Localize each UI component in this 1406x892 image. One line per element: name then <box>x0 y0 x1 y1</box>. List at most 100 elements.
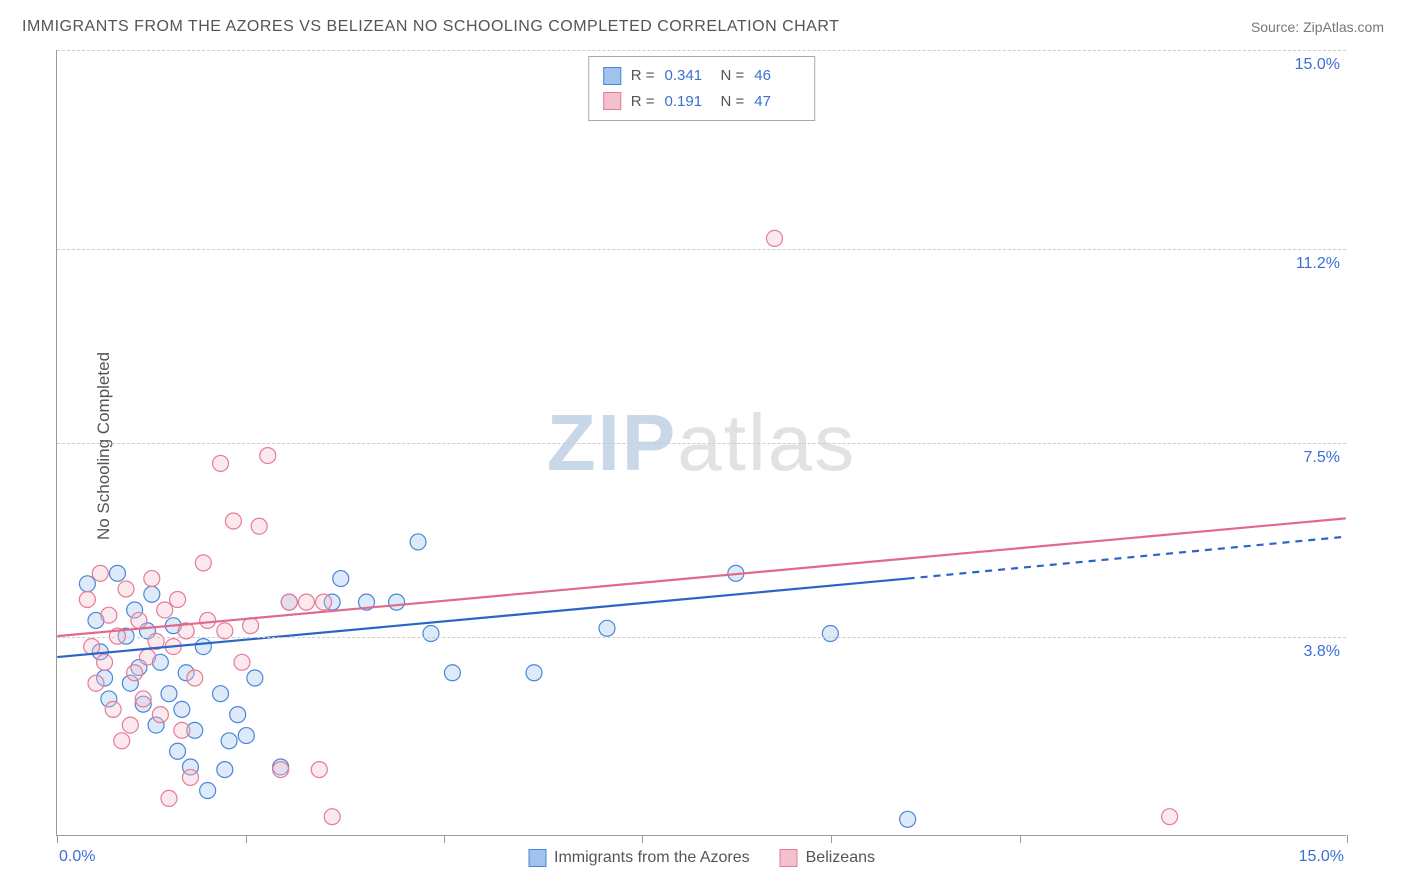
data-point-azores <box>221 733 237 749</box>
trend-line-azores <box>57 579 907 658</box>
data-point-azores <box>410 534 426 550</box>
data-point-belizeans <box>195 555 211 571</box>
data-point-azores <box>247 670 263 686</box>
data-point-belizeans <box>251 518 267 534</box>
data-point-azores <box>900 811 916 827</box>
n-value-belizeans: 47 <box>754 89 800 115</box>
title-bar: IMMIGRANTS FROM THE AZORES VS BELIZEAN N… <box>22 18 1384 36</box>
data-point-azores <box>144 586 160 602</box>
data-point-azores <box>109 565 125 581</box>
legend-stats-row-azores: R = 0.341 N = 46 <box>603 63 801 89</box>
chart-title: IMMIGRANTS FROM THE AZORES VS BELIZEAN N… <box>22 18 839 36</box>
gridline-h <box>57 637 1346 638</box>
x-tick <box>1347 835 1348 843</box>
x-tick <box>1020 835 1021 843</box>
x-tick <box>642 835 643 843</box>
trend-line-belizeans <box>57 518 1345 636</box>
data-point-azores <box>444 665 460 681</box>
data-point-belizeans <box>105 701 121 717</box>
source-label: Source: ZipAtlas.com <box>1251 19 1384 35</box>
x-tick <box>246 835 247 843</box>
data-point-belizeans <box>157 602 173 618</box>
data-point-belizeans <box>324 809 340 825</box>
swatch-belizeans <box>603 92 621 110</box>
x-tick-label: 0.0% <box>59 848 95 866</box>
x-tick <box>831 835 832 843</box>
data-point-belizeans <box>767 230 783 246</box>
n-value-azores: 46 <box>754 63 800 89</box>
data-point-azores <box>213 686 229 702</box>
gridline-h <box>57 249 1346 250</box>
r-label-belizeans: R = <box>631 89 655 115</box>
data-point-belizeans <box>273 762 289 778</box>
data-point-belizeans <box>161 790 177 806</box>
data-point-belizeans <box>79 592 95 608</box>
data-point-azores <box>217 762 233 778</box>
data-point-belizeans <box>316 594 332 610</box>
data-point-azores <box>423 626 439 642</box>
swatch-belizeans-bottom <box>780 849 798 867</box>
data-point-belizeans <box>187 670 203 686</box>
data-point-belizeans <box>84 639 100 655</box>
data-point-azores <box>79 576 95 592</box>
data-point-belizeans <box>88 675 104 691</box>
bottom-legend: Immigrants from the Azores Belizeans <box>528 849 875 867</box>
data-point-belizeans <box>152 707 168 723</box>
data-point-azores <box>333 571 349 587</box>
legend-label-belizeans: Belizeans <box>806 849 875 867</box>
data-point-azores <box>174 701 190 717</box>
data-point-azores <box>195 639 211 655</box>
y-tick-label: 11.2% <box>1296 255 1340 273</box>
legend-stats-row-belizeans: R = 0.191 N = 47 <box>603 89 801 115</box>
data-point-belizeans <box>131 612 147 628</box>
gridline-h <box>57 50 1346 51</box>
data-point-belizeans <box>135 691 151 707</box>
data-point-belizeans <box>127 665 143 681</box>
data-point-belizeans <box>281 594 297 610</box>
data-point-belizeans <box>260 448 276 464</box>
data-point-belizeans <box>118 581 134 597</box>
legend-stats-box: R = 0.341 N = 46 R = 0.191 N = 47 <box>588 56 816 121</box>
data-point-belizeans <box>140 649 156 665</box>
x-tick-label: 15.0% <box>1299 848 1344 866</box>
data-point-belizeans <box>101 607 117 623</box>
swatch-azores <box>603 67 621 85</box>
data-point-azores <box>389 594 405 610</box>
data-point-azores <box>238 728 254 744</box>
swatch-azores-bottom <box>528 849 546 867</box>
data-point-azores <box>170 743 186 759</box>
data-point-belizeans <box>225 513 241 529</box>
data-point-belizeans <box>311 762 327 778</box>
data-point-azores <box>526 665 542 681</box>
data-point-belizeans <box>200 612 216 628</box>
data-point-belizeans <box>174 722 190 738</box>
gridline-h <box>57 443 1346 444</box>
data-point-belizeans <box>144 571 160 587</box>
legend-item-belizeans: Belizeans <box>780 849 875 867</box>
data-point-belizeans <box>1162 809 1178 825</box>
y-tick-label: 15.0% <box>1295 56 1340 74</box>
data-point-belizeans <box>234 654 250 670</box>
data-point-azores <box>599 620 615 636</box>
legend-label-azores: Immigrants from the Azores <box>554 849 750 867</box>
data-point-belizeans <box>298 594 314 610</box>
data-point-azores <box>822 626 838 642</box>
n-label-belizeans: N = <box>721 89 745 115</box>
data-point-belizeans <box>170 592 186 608</box>
r-value-azores: 0.341 <box>665 63 711 89</box>
data-point-belizeans <box>213 455 229 471</box>
data-point-belizeans <box>97 654 113 670</box>
trend-line-dashed-azores <box>908 537 1346 579</box>
data-point-belizeans <box>114 733 130 749</box>
data-point-belizeans <box>92 565 108 581</box>
data-point-azores <box>200 783 216 799</box>
r-value-belizeans: 0.191 <box>665 89 711 115</box>
legend-item-azores: Immigrants from the Azores <box>528 849 750 867</box>
data-point-belizeans <box>182 769 198 785</box>
x-tick <box>444 835 445 843</box>
data-point-belizeans <box>122 717 138 733</box>
n-label-azores: N = <box>721 63 745 89</box>
data-point-azores <box>230 707 246 723</box>
r-label-azores: R = <box>631 63 655 89</box>
x-tick <box>57 835 58 843</box>
